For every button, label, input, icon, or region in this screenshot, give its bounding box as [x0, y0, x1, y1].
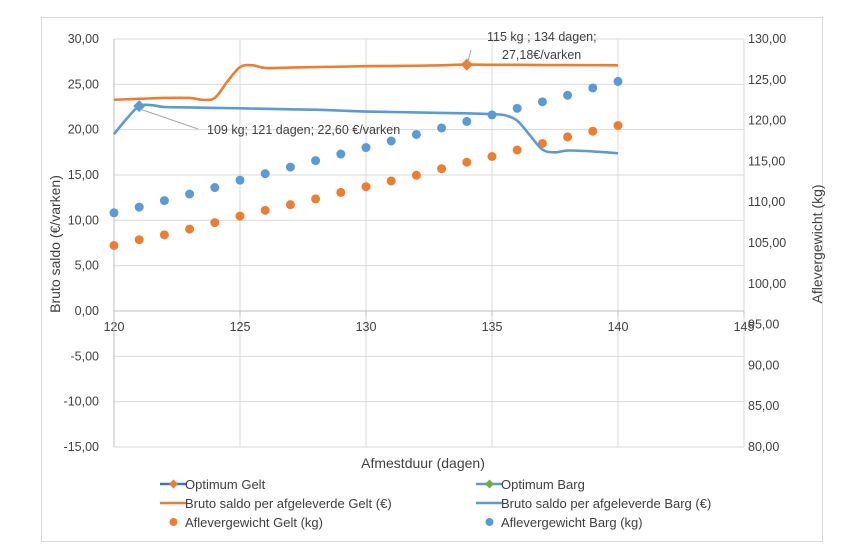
- scatter-point: [210, 183, 220, 193]
- scatter-point: [159, 230, 169, 240]
- legend-swatch-dot: [169, 518, 178, 526]
- y-tick-label: 0,00: [75, 304, 99, 318]
- scatter-point: [563, 90, 573, 100]
- scatter-point: [462, 157, 472, 167]
- scatter-point: [361, 182, 371, 192]
- legend-label: Bruto saldo per afgeleverde Barg (€): [501, 496, 711, 511]
- legend-label: Bruto saldo per afgeleverde Gelt (€): [185, 496, 392, 511]
- y-axis-title: Bruto saldo (€/varken): [47, 175, 63, 313]
- scatter-point: [285, 200, 295, 210]
- y-tick-label: 30,00: [68, 32, 99, 46]
- scatter-point: [613, 76, 623, 86]
- scatter-point: [437, 164, 447, 174]
- legend-swatch-dot: [485, 518, 494, 526]
- x-tick-label: 130: [356, 320, 377, 334]
- legend-label: Optimum Barg: [501, 477, 585, 492]
- scatter-point: [260, 169, 270, 179]
- y2-tick-label: 130,00: [748, 32, 786, 46]
- y-tick-label: 15,00: [68, 168, 99, 182]
- x-tick-label: 125: [230, 320, 251, 334]
- annotation-leader-gelt: [466, 49, 472, 66]
- annotation-gelt-line-1: 115 kg ; 134 dagen;: [487, 30, 597, 44]
- scatter-point: [336, 187, 346, 197]
- legend-label: Aflevergewicht Gelt (kg): [185, 515, 323, 530]
- scatter-point: [185, 224, 195, 234]
- y2-tick-label: 105,00: [748, 236, 786, 250]
- y2-tick-label: 90,00: [748, 358, 779, 372]
- scatter-point: [588, 83, 598, 93]
- scatter-point: [285, 162, 295, 172]
- y-tick-label: 25,00: [68, 77, 99, 91]
- annotations: 115 kg ; 134 dagen; 27,18€/varken 109 kg…: [139, 30, 597, 137]
- scatter-point: [537, 97, 547, 107]
- scatter-point: [563, 132, 573, 142]
- scatter-point: [311, 194, 321, 204]
- scatter-point: [512, 103, 522, 113]
- scatter-point: [134, 235, 144, 245]
- legend-label: Aflevergewicht Barg (kg): [501, 515, 643, 530]
- annotation-leader-barg: [139, 108, 199, 130]
- x-tick-label: 145: [734, 320, 755, 334]
- axis-titles: Afmestduur (dagen) Bruto saldo (€/varken…: [47, 175, 825, 471]
- chart-frame: [41, 17, 823, 542]
- scatter-point: [537, 138, 547, 148]
- legend-label: Optimum Gelt: [185, 477, 266, 492]
- scatter-point: [437, 123, 447, 133]
- series-line: [113, 63, 619, 102]
- scatter-point: [462, 116, 472, 126]
- y-tick-label: -10,00: [64, 395, 99, 409]
- y2-tick-label: 85,00: [748, 399, 779, 413]
- scatter-point: [386, 136, 396, 146]
- x-tick-label: 135: [482, 320, 503, 334]
- annotation-barg: 109 kg; 121 dagen; 22,60 €/varken: [207, 123, 400, 137]
- scatter-point: [411, 129, 421, 139]
- scatter-point: [210, 218, 220, 228]
- y2-tick-label: 100,00: [748, 277, 786, 291]
- x-tick-label: 140: [608, 320, 629, 334]
- y2-tick-label: 80,00: [748, 440, 779, 454]
- series-line: [112, 103, 619, 155]
- legend: Optimum Gelt Optimum Barg Bruto saldo per …: [160, 477, 711, 530]
- scatter-point: [311, 156, 321, 166]
- legend-swatch-marker: [169, 479, 178, 489]
- y-tick-label: 5,00: [75, 259, 99, 273]
- y2-axis-title: Aflevergewicht (kg): [809, 184, 825, 303]
- scatter-point: [134, 202, 144, 212]
- scatter-point: [588, 126, 598, 136]
- y-tick-label: -5,00: [71, 349, 100, 363]
- y2-tick-label: 110,00: [748, 195, 785, 209]
- legend-swatch-marker: [485, 479, 494, 489]
- scatter-point: [185, 189, 195, 199]
- scatter-point: [487, 152, 497, 162]
- optimum-marker: [133, 100, 146, 113]
- scatter-point: [159, 196, 169, 206]
- scatter-point: [411, 170, 421, 180]
- x-axis-title: Afmestduur (dagen): [361, 455, 485, 471]
- scatter-point: [260, 205, 270, 215]
- scatter-point: [109, 208, 119, 218]
- y2-tick-label: 125,00: [748, 73, 786, 87]
- series: [109, 58, 623, 250]
- y2-tick-label: 115,00: [748, 154, 785, 168]
- scatter-point: [109, 240, 119, 250]
- axes: 30,00 25,00 20,00 15,00 10,00 5,00 0,00 -5,00 -1…: [64, 32, 787, 454]
- scatter-point: [386, 176, 396, 186]
- y-tick-label: -15,00: [64, 440, 99, 454]
- y2-tick-label: 120,00: [748, 114, 786, 128]
- scatter-point: [336, 149, 346, 159]
- y-tick-label: 20,00: [68, 123, 99, 137]
- y-tick-label: 10,00: [68, 213, 99, 227]
- scatter-point: [235, 211, 245, 221]
- scatter-point: [361, 143, 371, 153]
- scatter-point: [613, 120, 623, 130]
- scatter-point: [235, 175, 245, 185]
- y2-tick-label: 95,00: [748, 318, 779, 332]
- scatter-point: [512, 145, 522, 155]
- annotation-gelt-line-2: 27,18€/varken: [502, 48, 581, 62]
